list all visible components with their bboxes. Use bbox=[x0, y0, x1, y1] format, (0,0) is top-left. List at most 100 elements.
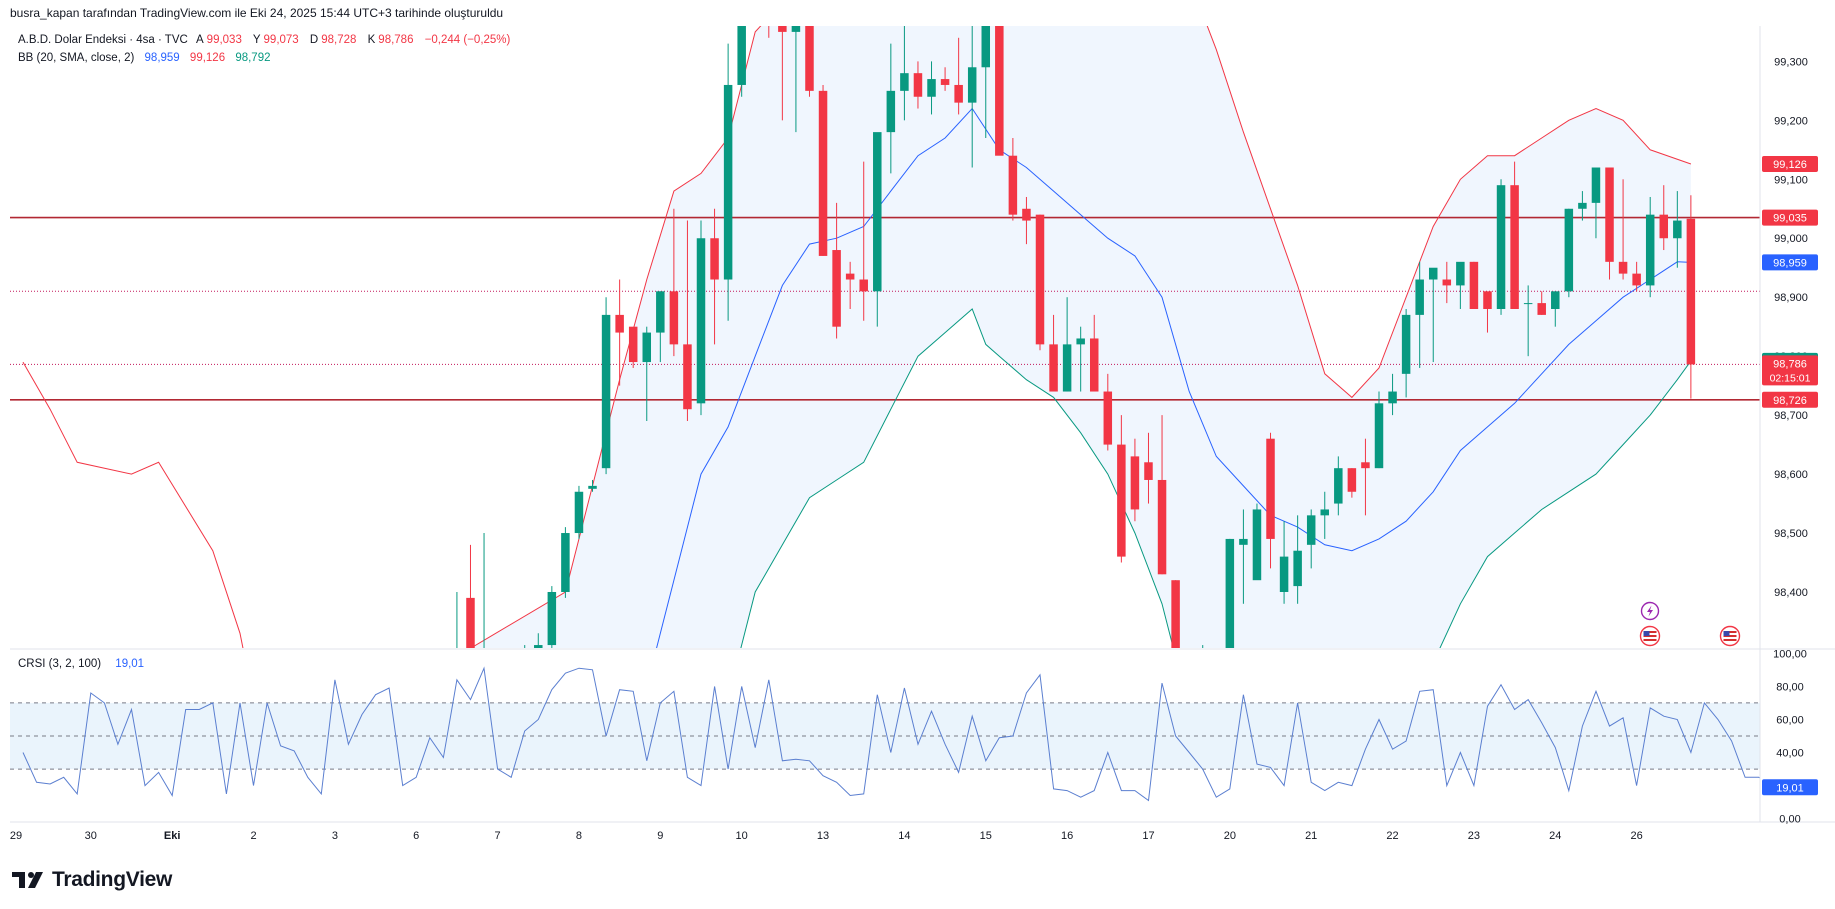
candle[interactable] bbox=[1008, 138, 1018, 221]
candle[interactable] bbox=[466, 544, 475, 704]
candle[interactable] bbox=[1510, 161, 1519, 309]
candle[interactable] bbox=[900, 26, 909, 121]
candle[interactable] bbox=[1483, 291, 1492, 333]
candle[interactable] bbox=[886, 43, 896, 174]
candle[interactable] bbox=[818, 84, 828, 256]
candle[interactable] bbox=[737, 0, 746, 97]
candle[interactable] bbox=[669, 208, 679, 357]
candle[interactable] bbox=[1645, 196, 1655, 298]
candle[interactable] bbox=[1388, 373, 1397, 416]
price-badge[interactable] bbox=[1762, 209, 1818, 226]
candle[interactable] bbox=[1293, 515, 1302, 604]
candle[interactable] bbox=[1551, 291, 1560, 327]
candle[interactable] bbox=[1401, 308, 1411, 398]
candle[interactable] bbox=[480, 533, 489, 669]
candle[interactable] bbox=[1130, 438, 1140, 522]
us-flag-icon[interactable] bbox=[1719, 625, 1741, 647]
candle[interactable] bbox=[1171, 580, 1180, 663]
candle[interactable] bbox=[1266, 432, 1275, 569]
candle[interactable] bbox=[1334, 456, 1343, 516]
candle[interactable] bbox=[1225, 538, 1235, 686]
candle[interactable] bbox=[1361, 438, 1370, 516]
candle[interactable] bbox=[954, 37, 963, 115]
candle[interactable] bbox=[1618, 179, 1628, 280]
candle[interactable] bbox=[642, 326, 652, 422]
candle[interactable] bbox=[1035, 214, 1045, 351]
candle[interactable] bbox=[520, 645, 529, 686]
candle[interactable] bbox=[778, 14, 787, 121]
candle[interactable] bbox=[981, 0, 991, 139]
candle[interactable] bbox=[832, 202, 841, 339]
candle[interactable] bbox=[1239, 509, 1248, 604]
crsi-line[interactable] bbox=[22, 666, 1799, 802]
candle[interactable] bbox=[995, 2, 1004, 156]
us-flag-icon[interactable] bbox=[1639, 625, 1661, 647]
candle[interactable] bbox=[1103, 373, 1113, 451]
candle[interactable] bbox=[1117, 415, 1126, 563]
event-icons[interactable] bbox=[1639, 601, 1741, 647]
candle[interactable] bbox=[683, 220, 692, 422]
candle[interactable] bbox=[1279, 521, 1289, 604]
candle[interactable] bbox=[845, 261, 855, 309]
candle[interactable] bbox=[628, 326, 638, 368]
price-badge[interactable] bbox=[1762, 155, 1818, 172]
candle[interactable] bbox=[1537, 291, 1546, 315]
candle[interactable] bbox=[1347, 468, 1357, 498]
candle[interactable] bbox=[765, 2, 774, 38]
candle[interactable] bbox=[1049, 314, 1058, 392]
candle[interactable] bbox=[1306, 509, 1316, 569]
candle[interactable] bbox=[1252, 503, 1262, 581]
bb-label[interactable]: BB (20, SMA, close, 2) bbox=[18, 52, 135, 64]
candle[interactable] bbox=[1062, 297, 1072, 392]
candle[interactable] bbox=[1523, 285, 1533, 357]
main-pane[interactable] bbox=[10, 0, 1760, 857]
candle[interactable] bbox=[1022, 196, 1031, 245]
candle[interactable] bbox=[561, 527, 570, 598]
candle[interactable] bbox=[859, 161, 868, 321]
candle[interactable] bbox=[710, 208, 719, 345]
candle[interactable] bbox=[656, 291, 665, 363]
candle[interactable] bbox=[453, 591, 462, 692]
candle[interactable] bbox=[1185, 651, 1194, 680]
candle[interactable] bbox=[927, 61, 936, 115]
tradingview-brand[interactable]: TradingView bbox=[12, 868, 172, 892]
candle[interactable] bbox=[615, 279, 624, 386]
crsi-label[interactable]: CRSI (3, 2, 100) bbox=[18, 658, 102, 670]
candle[interactable] bbox=[1144, 432, 1153, 504]
symbol-label[interactable]: A.B.D. Dolar Endeksi · 4sa · TVC bbox=[18, 34, 188, 46]
candle[interactable] bbox=[1632, 261, 1641, 292]
candle[interactable] bbox=[534, 633, 543, 686]
candle[interactable] bbox=[873, 132, 882, 327]
candle[interactable] bbox=[1673, 191, 1682, 268]
price-badge[interactable] bbox=[1762, 355, 1818, 386]
crsi-value-badge[interactable] bbox=[1762, 779, 1818, 796]
candle[interactable] bbox=[1442, 261, 1452, 304]
price-badge[interactable] bbox=[1762, 391, 1818, 408]
price-badge[interactable] bbox=[1762, 254, 1818, 271]
candle[interactable] bbox=[574, 485, 584, 539]
candle[interactable] bbox=[1686, 195, 1696, 399]
candle[interactable] bbox=[1564, 208, 1574, 298]
candle[interactable] bbox=[1496, 179, 1506, 315]
candle[interactable] bbox=[1415, 261, 1424, 368]
candle[interactable] bbox=[1320, 491, 1330, 539]
candle[interactable] bbox=[1374, 391, 1384, 469]
candle[interactable] bbox=[967, 26, 977, 168]
candle[interactable] bbox=[1578, 191, 1587, 221]
candle[interactable] bbox=[1456, 261, 1465, 309]
candle[interactable] bbox=[1157, 415, 1167, 575]
candle[interactable] bbox=[1198, 645, 1207, 680]
candle[interactable] bbox=[1076, 326, 1085, 392]
lightning-event-icon[interactable] bbox=[1640, 601, 1660, 621]
candle[interactable] bbox=[723, 43, 733, 321]
candle[interactable] bbox=[588, 479, 597, 492]
candle[interactable] bbox=[805, 2, 814, 97]
candle[interactable] bbox=[601, 297, 611, 475]
crsi-pane[interactable] bbox=[10, 666, 1799, 802]
candle[interactable] bbox=[1428, 267, 1438, 363]
candle[interactable] bbox=[547, 586, 557, 651]
candle[interactable] bbox=[1659, 185, 1669, 251]
candle[interactable] bbox=[1089, 314, 1099, 392]
candle[interactable] bbox=[1469, 261, 1479, 309]
candle[interactable] bbox=[1591, 167, 1601, 239]
